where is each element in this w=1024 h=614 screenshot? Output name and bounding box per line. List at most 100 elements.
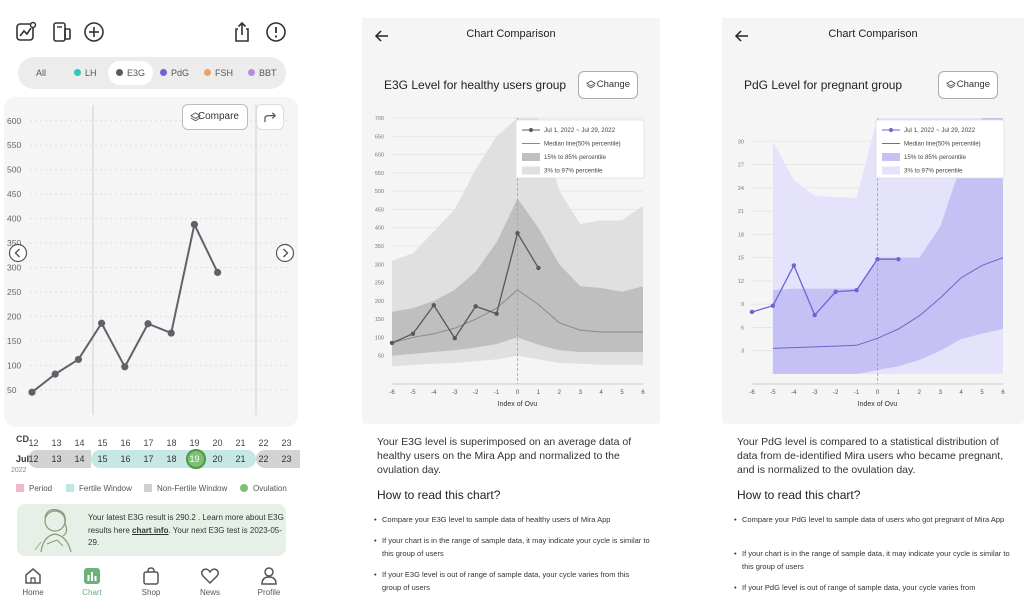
y-tick-label: 200 <box>375 299 384 305</box>
change-button[interactable]: Change <box>578 71 638 99</box>
x-tick-label: -1 <box>854 390 860 396</box>
home-icon <box>25 568 41 584</box>
filter-lh[interactable]: LH <box>66 61 105 85</box>
nav-chart[interactable]: Chart <box>67 566 117 597</box>
median-line <box>772 257 1004 349</box>
chevron-right-icon[interactable] <box>275 243 295 263</box>
y-tick-label: 27 <box>738 163 744 169</box>
add-icon[interactable] <box>82 20 106 44</box>
legend-label: Jul 1, 2022 ~ Jul 29, 2022 <box>904 127 976 134</box>
non-fertile-band <box>256 450 300 468</box>
y-tick-label: 400 <box>7 214 21 224</box>
user-data-point <box>833 289 838 294</box>
alert-icon[interactable] <box>264 20 288 44</box>
trend-chart-icon[interactable] <box>14 20 38 44</box>
calendar-day-cell[interactable]: 22 <box>258 454 269 464</box>
back-arrow-icon[interactable] <box>374 28 390 44</box>
legend-band-glyph <box>882 166 900 175</box>
calendar-day-cell[interactable]: 12 <box>28 454 39 464</box>
bbt-dot-icon <box>248 69 255 76</box>
y-tick-label: 300 <box>7 263 21 273</box>
legend-label: 15% to 85% percentile <box>904 154 966 161</box>
month-label: Jul <box>16 454 30 464</box>
y-tick-label: 21 <box>738 209 744 215</box>
bullet: Compare your E3G level to sample data of… <box>374 514 650 527</box>
filter-fsh[interactable]: FSH <box>196 61 241 85</box>
y-tick-label: 600 <box>7 116 21 126</box>
pdg-dot-icon <box>160 69 167 76</box>
layers-icon <box>946 80 956 89</box>
calendar-row: Jul 12 13 14 15 16 17 18 19 20 21 22 23 <box>16 449 300 469</box>
forward-arrow-icon <box>264 112 276 123</box>
bullet: If your chart is in the range of sample … <box>734 548 1010 573</box>
back-arrow-icon[interactable] <box>734 28 750 44</box>
user-data-point <box>749 309 755 315</box>
calendar-day-cell[interactable]: 20 <box>212 454 223 464</box>
fsh-dot-icon <box>204 69 211 76</box>
y-tick-label: 100 <box>7 360 21 370</box>
x-tick-label: 6 <box>641 390 645 396</box>
user-data-point <box>536 265 541 271</box>
chevron-left-icon[interactable] <box>8 243 28 263</box>
e3g-line-chart: 50 100 150 200 250 300 350 400 450 500 550 600 <box>7 105 290 415</box>
cycle-day-cell: 23 <box>281 438 292 448</box>
share-icon[interactable] <box>230 20 254 44</box>
x-tick-label: 0 <box>876 390 880 396</box>
data-point <box>167 329 175 337</box>
cycle-day-cell: 19 <box>189 438 200 448</box>
data-point <box>74 355 82 364</box>
y-tick-label: 600 <box>375 153 384 159</box>
filter-e3g[interactable]: E3G <box>108 61 154 85</box>
user-data-point <box>410 331 416 336</box>
calendar-day-cell[interactable]: 17 <box>143 454 154 464</box>
filter-pdg[interactable]: PdG <box>152 61 197 85</box>
nav-profile[interactable]: Profile <box>244 566 294 597</box>
filter-bbt[interactable]: BBT <box>240 61 285 85</box>
header: Chart Comparison <box>722 18 1024 54</box>
nav-shop[interactable]: Shop <box>126 566 176 597</box>
share-chart-button[interactable] <box>256 104 284 130</box>
x-tick-label: 3 <box>579 390 583 396</box>
change-button[interactable]: Change <box>938 71 998 99</box>
calendar-day-cell[interactable]: 19 <box>189 454 200 464</box>
x-axis-label: Index of Ovu <box>498 401 538 408</box>
filter-all[interactable]: All <box>36 68 47 78</box>
user-series-line <box>751 258 899 317</box>
nav-news[interactable]: News <box>185 566 235 597</box>
x-tick-label: 6 <box>1001 390 1005 396</box>
nav-home[interactable]: Home <box>8 566 58 597</box>
woman-illustration-icon <box>34 509 72 553</box>
y-tick-label: 6 <box>741 325 744 331</box>
x-tick-label: 5 <box>980 390 984 396</box>
legend-band-glyph <box>882 153 900 161</box>
compare-button[interactable]: Compare <box>182 104 248 130</box>
ovulation-marker[interactable] <box>186 449 206 469</box>
bullet: If your PdG level is out of range of sam… <box>734 582 1010 595</box>
calendar-day-cell[interactable]: 18 <box>166 454 177 464</box>
layers-icon <box>586 80 596 89</box>
e3g-dot-icon <box>116 69 123 76</box>
legend-box <box>515 119 645 179</box>
x-tick-label: 2 <box>918 390 922 396</box>
calendar-day-cell[interactable]: 23 <box>281 454 292 464</box>
calendar-day-cell[interactable]: 21 <box>235 454 246 464</box>
cycle-day-cell: 22 <box>258 438 269 448</box>
calendar-day-cell[interactable]: 13 <box>51 454 62 464</box>
x-tick-label: -5 <box>410 390 416 396</box>
y-tick-label: 50 <box>7 385 17 395</box>
y-tick-label: 150 <box>375 317 384 323</box>
calendar-day-cell[interactable]: 16 <box>120 454 131 464</box>
calendar-day-cell[interactable]: 15 <box>97 454 108 464</box>
chart-info-link[interactable]: chart info <box>132 525 169 535</box>
y-tick-label: 30 <box>738 139 744 145</box>
calendar-day-cell[interactable]: 14 <box>74 454 85 464</box>
legend-user-dot <box>529 128 533 132</box>
user-data-point <box>875 256 880 262</box>
heart-icon <box>200 568 220 585</box>
x-tick-label: -4 <box>791 390 797 396</box>
device-icon[interactable] <box>50 20 74 44</box>
bullet: If your chart is in the range of sample … <box>374 535 650 560</box>
y-tick-label: 300 <box>375 262 384 268</box>
y-tick-label: 350 <box>375 244 384 250</box>
y-tick-label: 550 <box>7 140 21 150</box>
